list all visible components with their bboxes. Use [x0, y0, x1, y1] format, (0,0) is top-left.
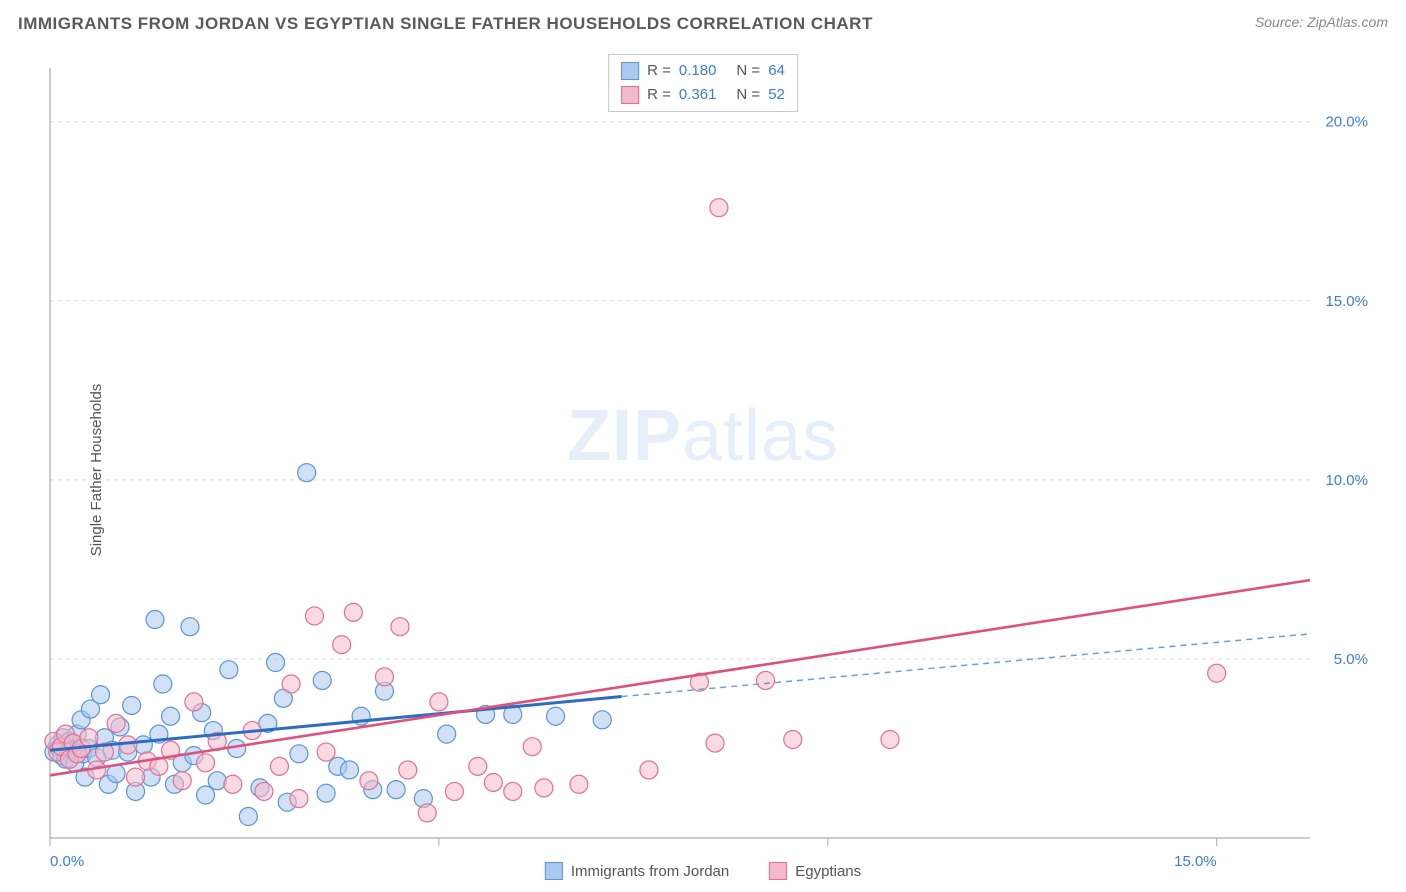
svg-text:10.0%: 10.0%	[1325, 472, 1368, 489]
stats-row: R = 0.180 N = 64	[621, 59, 785, 83]
series-legend: Immigrants from Jordan Egyptians	[545, 862, 861, 880]
svg-text:15.0%: 15.0%	[1174, 853, 1217, 870]
legend-item: Immigrants from Jordan	[545, 862, 729, 880]
n-label: N =	[736, 83, 760, 107]
legend-item: Egyptians	[769, 862, 861, 880]
chart-title: IMMIGRANTS FROM JORDAN VS EGYPTIAN SINGL…	[18, 14, 873, 34]
color-swatch	[621, 86, 639, 104]
svg-text:15.0%: 15.0%	[1325, 293, 1368, 310]
n-value: 52	[768, 83, 785, 107]
svg-text:0.0%: 0.0%	[50, 853, 84, 870]
n-label: N =	[736, 59, 760, 83]
color-swatch	[621, 62, 639, 80]
scatter-chart: 5.0% 10.0% 15.0% 20.0% 0.0% 15.0%	[0, 48, 1406, 892]
r-value: 0.361	[679, 83, 717, 107]
legend-label: Immigrants from Jordan	[571, 863, 729, 880]
n-value: 64	[768, 59, 785, 83]
r-value: 0.180	[679, 59, 717, 83]
color-swatch	[769, 862, 787, 880]
r-label: R =	[647, 83, 671, 107]
svg-text:20.0%: 20.0%	[1325, 114, 1368, 131]
chart-area: Single Father Households ZIPatlas 5.0%10…	[0, 48, 1406, 892]
color-swatch	[545, 862, 563, 880]
source-label: Source: ZipAtlas.com	[1255, 14, 1388, 30]
stats-row: R = 0.361 N = 52	[621, 83, 785, 107]
svg-text:5.0%: 5.0%	[1334, 651, 1368, 668]
legend-label: Egyptians	[795, 863, 861, 880]
stats-legend: R = 0.180 N = 64 R = 0.361 N = 52	[608, 54, 798, 112]
r-label: R =	[647, 59, 671, 83]
